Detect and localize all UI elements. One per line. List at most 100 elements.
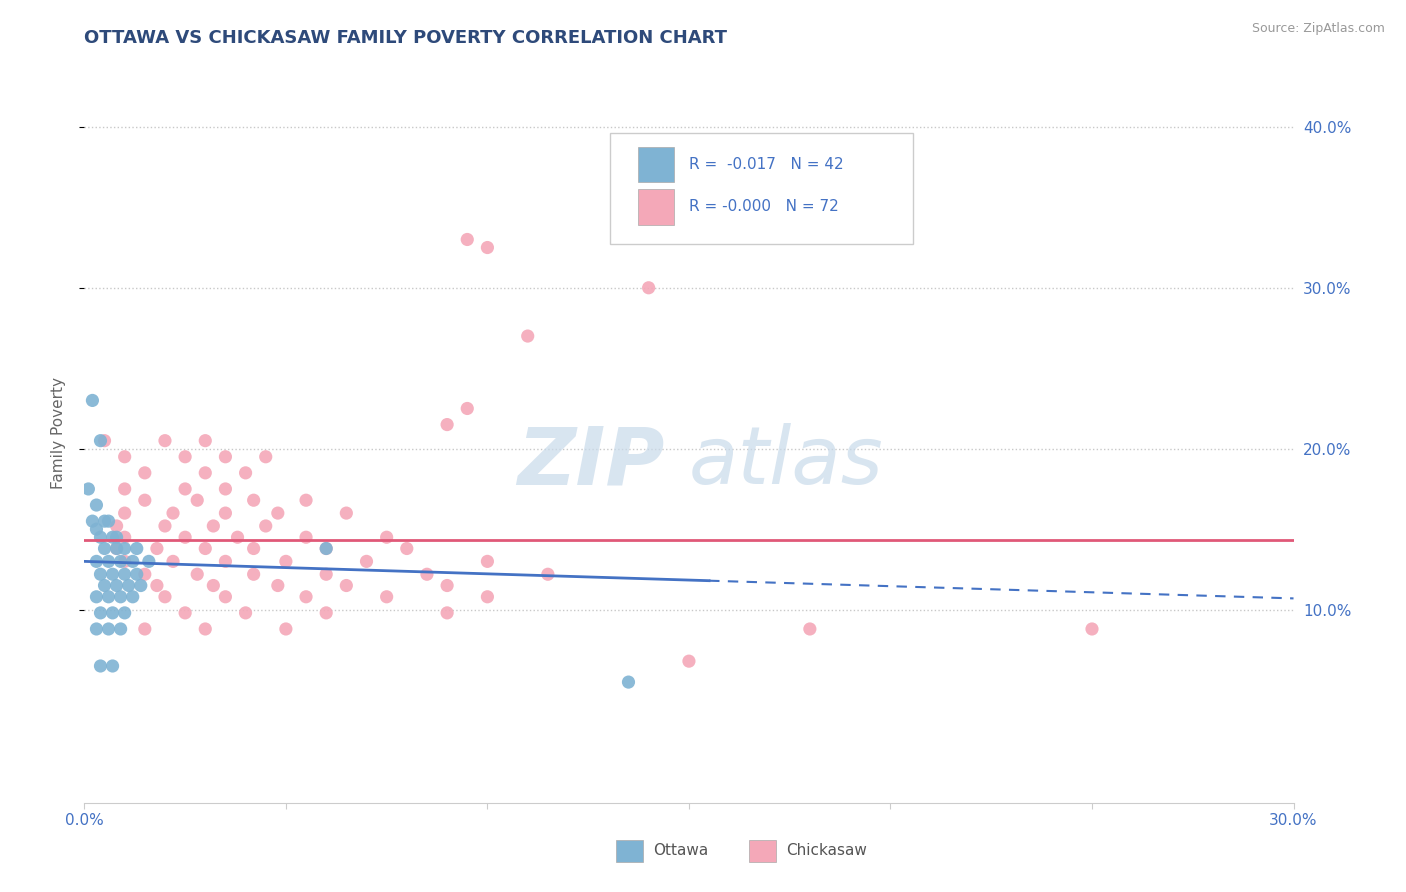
Point bbox=[121, 554, 143, 568]
Point bbox=[153, 590, 176, 604]
Point bbox=[274, 622, 297, 636]
Point bbox=[105, 578, 128, 592]
Point bbox=[89, 567, 111, 582]
Point bbox=[153, 519, 176, 533]
Point bbox=[93, 514, 115, 528]
Point bbox=[242, 493, 264, 508]
Point bbox=[799, 622, 821, 636]
Point bbox=[174, 530, 197, 544]
Text: Source: ZipAtlas.com: Source: ZipAtlas.com bbox=[1251, 22, 1385, 36]
Point bbox=[89, 606, 111, 620]
Point bbox=[114, 567, 136, 582]
Point bbox=[235, 606, 257, 620]
Point bbox=[267, 578, 290, 592]
Point bbox=[153, 434, 176, 448]
Point bbox=[110, 622, 132, 636]
Point bbox=[93, 434, 115, 448]
Point bbox=[356, 554, 378, 568]
Point bbox=[477, 590, 499, 604]
Point bbox=[242, 567, 264, 582]
Point bbox=[138, 554, 160, 568]
Point bbox=[202, 519, 225, 533]
Point bbox=[335, 506, 357, 520]
Point bbox=[129, 578, 152, 592]
Point bbox=[678, 654, 700, 668]
Point bbox=[335, 578, 357, 592]
Point bbox=[114, 506, 136, 520]
Point bbox=[114, 530, 136, 544]
Point bbox=[101, 567, 124, 582]
Point bbox=[86, 622, 108, 636]
Point bbox=[235, 466, 257, 480]
Point bbox=[315, 541, 337, 556]
Point bbox=[242, 541, 264, 556]
Point bbox=[101, 659, 124, 673]
Point bbox=[456, 401, 478, 416]
Point bbox=[86, 498, 108, 512]
Point bbox=[174, 450, 197, 464]
Point bbox=[254, 450, 277, 464]
Point bbox=[436, 417, 458, 432]
Point bbox=[89, 530, 111, 544]
Point bbox=[101, 606, 124, 620]
Point bbox=[134, 567, 156, 582]
FancyBboxPatch shape bbox=[610, 133, 912, 244]
Text: OTTAWA VS CHICKASAW FAMILY POVERTY CORRELATION CHART: OTTAWA VS CHICKASAW FAMILY POVERTY CORRE… bbox=[84, 29, 727, 47]
Point bbox=[315, 567, 337, 582]
Point bbox=[1081, 622, 1104, 636]
FancyBboxPatch shape bbox=[616, 840, 643, 862]
Point bbox=[110, 590, 132, 604]
Point bbox=[214, 506, 236, 520]
Point bbox=[617, 675, 640, 690]
Point bbox=[202, 578, 225, 592]
Point bbox=[226, 530, 249, 544]
Point bbox=[105, 541, 128, 556]
Point bbox=[375, 590, 398, 604]
Point bbox=[86, 522, 108, 536]
Text: Ottawa: Ottawa bbox=[652, 844, 707, 858]
Point bbox=[93, 541, 115, 556]
Point bbox=[77, 482, 100, 496]
Point bbox=[186, 493, 208, 508]
Point bbox=[146, 541, 169, 556]
Point bbox=[254, 519, 277, 533]
FancyBboxPatch shape bbox=[638, 189, 675, 225]
Point bbox=[194, 434, 217, 448]
Point bbox=[97, 590, 120, 604]
Text: R = -0.000   N = 72: R = -0.000 N = 72 bbox=[689, 199, 839, 214]
Point bbox=[375, 530, 398, 544]
Point bbox=[121, 590, 143, 604]
Point bbox=[295, 493, 318, 508]
Point bbox=[194, 466, 217, 480]
Point bbox=[267, 506, 290, 520]
Point bbox=[516, 329, 538, 343]
Point bbox=[274, 554, 297, 568]
Point bbox=[82, 514, 104, 528]
Point bbox=[114, 554, 136, 568]
Point bbox=[114, 482, 136, 496]
Point bbox=[114, 606, 136, 620]
Text: ZIP: ZIP bbox=[517, 423, 665, 501]
Point bbox=[125, 541, 148, 556]
Point bbox=[637, 281, 659, 295]
Point bbox=[101, 530, 124, 544]
Text: atlas: atlas bbox=[689, 423, 884, 501]
Point bbox=[82, 393, 104, 408]
Point bbox=[436, 606, 458, 620]
Point bbox=[162, 554, 184, 568]
Point bbox=[97, 554, 120, 568]
Point bbox=[162, 506, 184, 520]
Point bbox=[105, 541, 128, 556]
Point bbox=[295, 530, 318, 544]
Point bbox=[194, 541, 217, 556]
Point bbox=[214, 554, 236, 568]
Point bbox=[118, 578, 141, 592]
Point bbox=[89, 659, 111, 673]
Point bbox=[315, 541, 337, 556]
Point bbox=[114, 541, 136, 556]
Text: Chickasaw: Chickasaw bbox=[786, 844, 866, 858]
Point bbox=[97, 622, 120, 636]
Point bbox=[110, 554, 132, 568]
Point bbox=[194, 622, 217, 636]
Text: R =  -0.017   N = 42: R = -0.017 N = 42 bbox=[689, 157, 844, 172]
